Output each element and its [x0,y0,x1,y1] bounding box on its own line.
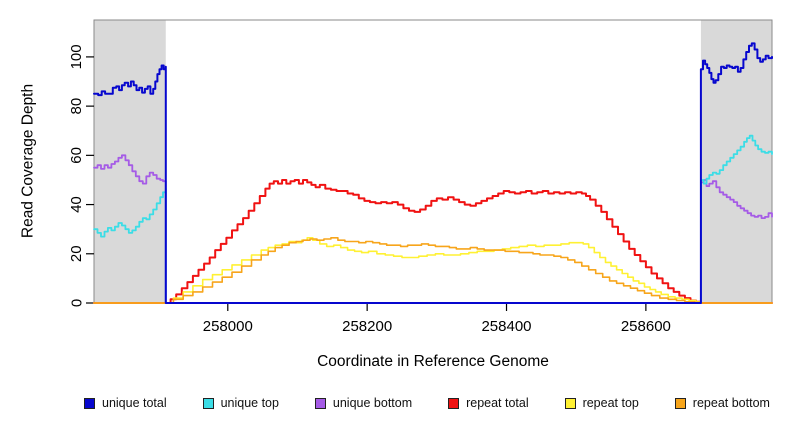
legend-swatch-icon [84,397,95,409]
plot-border [93,19,773,304]
legend-swatch-icon [314,397,326,409]
series-line-repeat-top [93,237,773,304]
legend-label: repeat bottom [692,396,770,410]
y-tick-label: 20 [68,245,85,262]
legend-item-repeat-top: repeat top [564,396,639,410]
y-tick-label: 80 [68,98,85,115]
y-tick-label: 0 [68,299,85,307]
series-line-repeat-total [93,179,773,304]
series-line-unique-bottom [93,154,773,304]
y-tick-label: 100 [68,44,85,69]
legend-label: repeat top [582,396,639,410]
legend-item-unique-total: unique total [84,396,167,410]
legend-swatch-icon [564,397,576,409]
legend-item-repeat-bottom: repeat bottom [674,396,770,410]
legend-swatch-icon [202,397,214,409]
x-tick-label: 258400 [481,318,531,335]
x-axis-label: Coordinate in Reference Genome [317,353,549,370]
legend-item-unique-top: unique top [202,396,279,410]
series-line-repeat-bottom [93,237,773,304]
legend-label: repeat total [466,396,529,410]
legend-label: unique top [220,396,279,410]
legend-swatch-icon [674,397,686,409]
plot-area: 258000 258200 258400 258600 0 20 40 60 80 100 [68,19,773,335]
x-tick-label: 258600 [621,318,671,335]
legend-swatch-icon [448,397,460,409]
legend-item-unique-bottom: unique bottom [314,396,413,410]
legend-label: unique total [102,396,167,410]
legend-item-repeat-total: repeat total [448,396,529,410]
x-tick-label: 258000 [203,318,253,335]
legend-label: unique bottom [332,396,413,410]
chart-legend: unique total unique top unique bottom repea… [84,396,770,410]
x-tick-label: 258200 [342,318,392,335]
series-line-unique-total [93,42,773,304]
series-line-unique-top [93,134,773,304]
y-tick-label: 40 [68,196,85,213]
y-axis-label: Read Coverage Depth [19,84,36,238]
shaded-flank-region-0 [94,20,166,303]
y-tick-label: 60 [68,147,85,164]
coverage-chart: 258000 258200 258400 258600 0 20 40 60 80 100 Coo… [19,19,773,370]
